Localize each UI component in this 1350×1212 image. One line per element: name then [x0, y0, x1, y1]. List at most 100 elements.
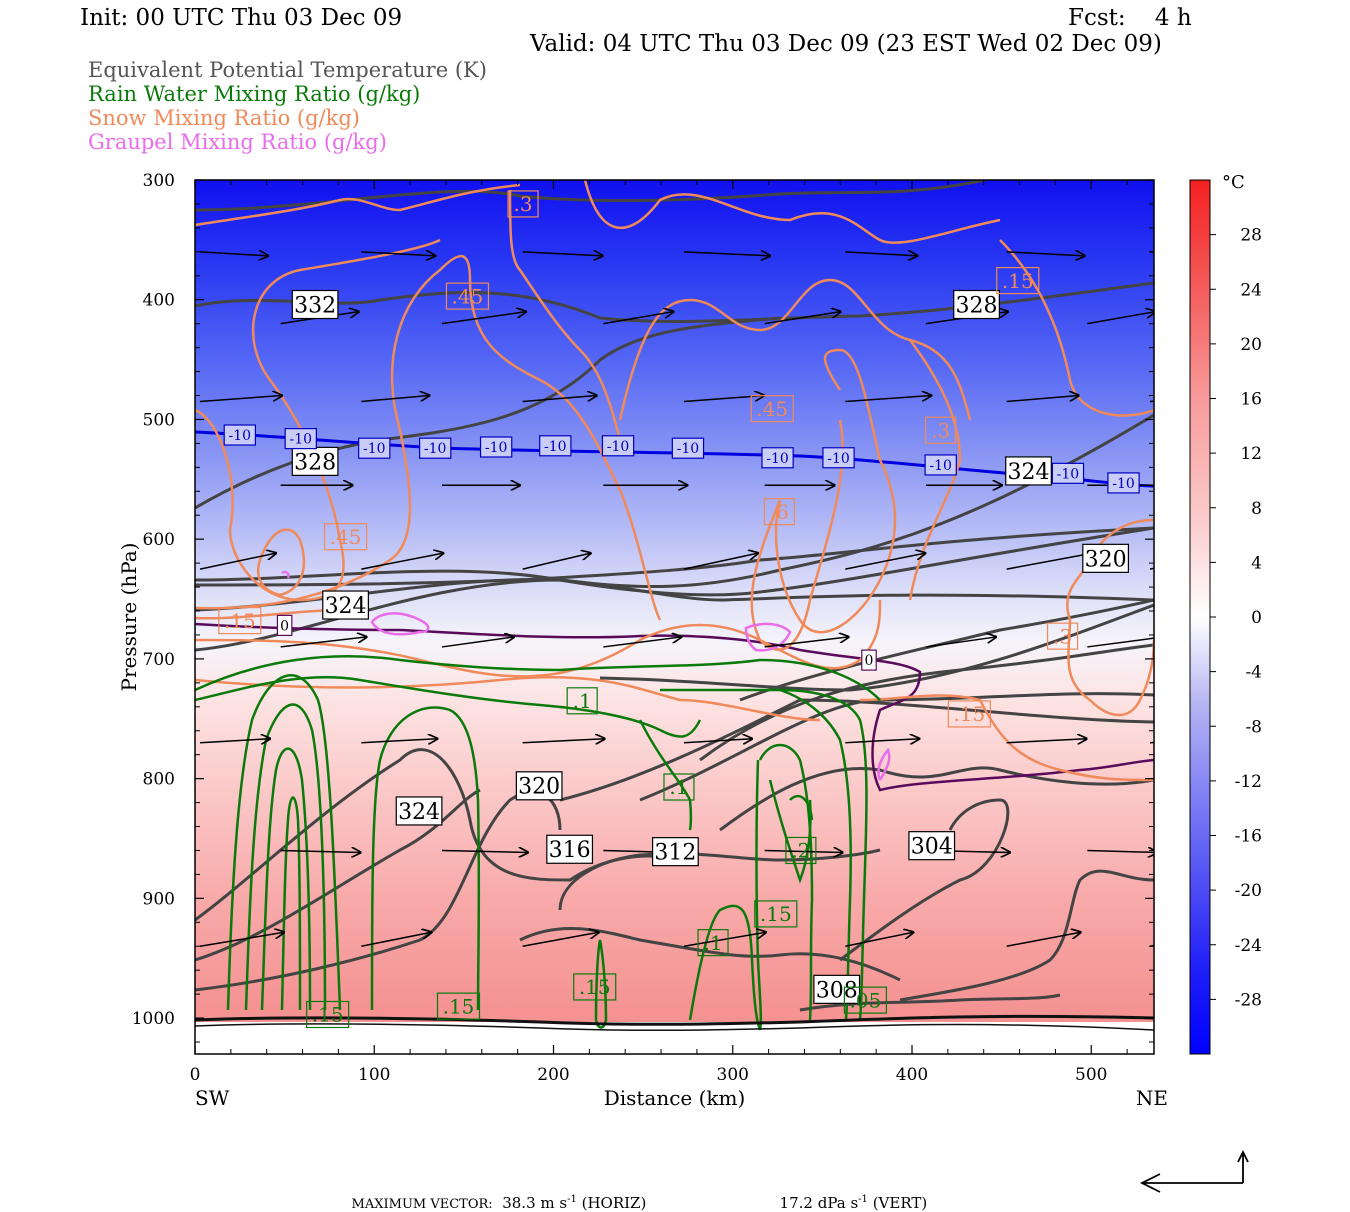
colorbar-tick-label: 28: [1240, 226, 1262, 246]
snow-label: .3: [1053, 624, 1072, 648]
y-tick-label: 600: [143, 530, 175, 550]
freezing-level: [195, 622, 1154, 792]
x-tick-label: 100: [358, 1065, 390, 1085]
snow-label: .45: [756, 397, 788, 421]
sw-label: SW: [195, 1086, 230, 1110]
wind-vector: [683, 553, 758, 570]
x-tick-label: 500: [1075, 1065, 1107, 1085]
wind-vector: [361, 739, 437, 743]
contour-labels: 332 328 328 324 324 320 324 320 316 312 308 304 .1 .1…: [218, 190, 1140, 1029]
colorbar: [1189, 179, 1211, 1055]
temp-label-box: [671, 437, 705, 459]
colorbar-tick-label: 8: [1251, 499, 1262, 519]
wind-vector: [1149, 400, 1154, 403]
wind-vector: [1087, 850, 1154, 852]
wind-vector: [1087, 312, 1154, 325]
rain-label: .15: [579, 975, 611, 999]
rain-label-box: [663, 773, 695, 801]
temp-label: -10: [607, 439, 630, 455]
valid-time: Valid: 04 UTC Thu 03 Dec 09 (23 EST Wed …: [530, 31, 1162, 57]
horiz-value: 38.3 m s: [502, 1194, 568, 1212]
temp-label-box: [924, 454, 957, 476]
colorbar-tick-label: -16: [1235, 827, 1262, 847]
y-tick-label: 1000: [132, 1009, 175, 1029]
wind-vector: [603, 312, 673, 325]
snow-label: .15: [224, 609, 256, 633]
temp-label-box: [761, 447, 794, 469]
theta-e-label-box: [651, 837, 699, 867]
snow-label-box: [218, 606, 262, 635]
graupel-contours: [281, 570, 891, 781]
wind-vector: [1006, 739, 1087, 743]
wind-vector: [845, 932, 913, 947]
temp-label-box: [358, 437, 391, 459]
snow-label: .15: [953, 702, 985, 726]
theta-e-label: 332: [294, 293, 336, 318]
colorbar-tick-label: 4: [1251, 553, 1262, 573]
colorbar-tick-label: -12: [1235, 772, 1262, 792]
wind-vector: [361, 553, 443, 570]
horiz-unit: (HORIZ): [581, 1194, 647, 1212]
init-time: Init: 00 UTC Thu 03 Dec 09: [80, 5, 403, 31]
rain-label-box: [566, 687, 598, 715]
wind-vector: [1006, 252, 1085, 256]
legend-snow: Snow Mixing Ratio (g/kg): [88, 106, 360, 130]
theta-e-label: 312: [654, 841, 696, 866]
snow-label-box: [445, 282, 490, 310]
y-tick-label: 500: [143, 410, 175, 430]
snow-label: .3: [513, 192, 532, 216]
theta-e-label-box: [322, 590, 369, 620]
temp-label-box: [1107, 472, 1140, 494]
ne-label: NE: [1136, 1086, 1168, 1110]
wind-vector: [280, 850, 361, 852]
wind-vector: [280, 637, 367, 648]
snow-label-box: [750, 395, 794, 423]
theta-e-label: 320: [1085, 547, 1127, 572]
axes: 300 400 500 600 700 800 900 1000 0 100 200 300 400 50…: [117, 171, 1168, 1110]
y-axis-label: Pressure (hPa): [117, 543, 141, 692]
rain-label-box: [785, 836, 817, 865]
temp-label: -10: [1057, 466, 1080, 482]
snow-label-box: [507, 190, 539, 218]
temp-label-box: [1051, 462, 1085, 484]
wind-vector: [1087, 637, 1154, 648]
wind-vector: [522, 932, 599, 947]
wind-vector: [764, 312, 841, 325]
wind-vector: [845, 395, 931, 403]
rain-label: .2: [791, 839, 810, 863]
rain-label: .05: [849, 988, 881, 1012]
wind-vector: [603, 637, 681, 648]
rain-label: .1: [669, 775, 688, 799]
rain-label: .15: [760, 902, 792, 926]
theta-e-label-box: [515, 771, 563, 801]
theta-e-label: 328: [956, 293, 998, 318]
wind-vector: [683, 739, 752, 743]
wind-vector: [199, 739, 270, 743]
colorbar-tick-label: 16: [1240, 390, 1262, 410]
y-tick-label: 700: [143, 650, 175, 670]
colorbar-ticks: °C 28 24 20 16 12 8 4 0 -4 -8 -12 -16 -20 -24 -28: [1210, 172, 1262, 1010]
temp-label: -10: [544, 439, 567, 455]
temp-label: -10: [929, 458, 952, 474]
theta-e-label-box: [291, 446, 339, 476]
colorbar-tick-label: -4: [1245, 663, 1262, 683]
theta-e-label-box: [291, 289, 339, 320]
ground-surface: [195, 1014, 1154, 1026]
snow-label-box: [996, 266, 1040, 295]
wind-vector: [441, 637, 514, 648]
legend-rain: Rain Water Mixing Ratio (g/kg): [88, 82, 421, 106]
wind-vector: [845, 739, 919, 743]
temp-label: -10: [229, 428, 252, 444]
temp-label: -10: [289, 432, 312, 448]
vert-footer: 17.2 dPa s-1 (VERT): [770, 1176, 928, 1212]
wind-vector: [522, 252, 603, 256]
rain-label: .15: [312, 1003, 344, 1027]
wind-vector: [925, 637, 996, 648]
rain-label-box: [306, 1000, 350, 1029]
wind-vector: [199, 252, 268, 256]
rain-label: .1: [573, 689, 592, 713]
colorbar-unit: °C: [1222, 172, 1245, 193]
max-vector-footer: MAXIMUM VECTOR: 38.3 m s-1 (HORIZ): [342, 1176, 647, 1212]
rain-label: .15: [443, 994, 475, 1018]
